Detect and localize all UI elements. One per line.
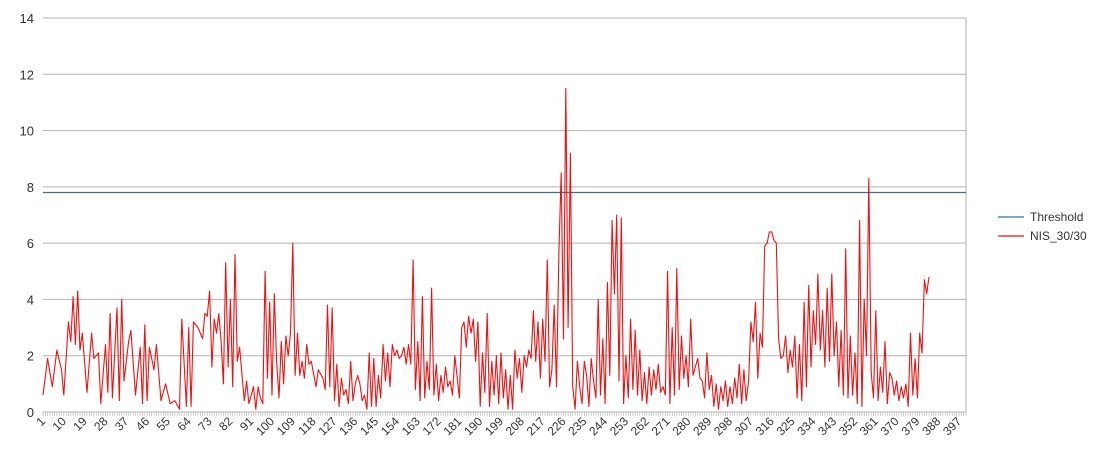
y-tick-label: 0 (27, 405, 34, 420)
x-tick-label: 271 (649, 414, 673, 438)
x-tick-label: 46 (133, 414, 153, 434)
y-tick-label: 2 (27, 349, 34, 364)
x-tick-label: 298 (711, 414, 735, 438)
x-axis (42, 411, 967, 416)
y-tick-label: 14 (20, 11, 34, 26)
x-tick-label: 397 (940, 414, 964, 438)
x-tick-label: 334 (794, 414, 818, 438)
x-tick-label: 100 (253, 414, 277, 438)
x-tick-label: 37 (112, 414, 132, 434)
y-axis-tick-labels: 0 2 4 6 8 10 12 14 (20, 11, 34, 420)
y-tick-label: 10 (20, 124, 34, 139)
x-axis-tick-labels: 1 10 19 28 37 46 55 64 73 82 911001091181271361451… (33, 414, 964, 438)
series-nis-line (42, 87, 930, 410)
x-tick-label: 145 (357, 414, 381, 438)
x-tick-label: 235 (565, 414, 589, 438)
x-tick-label: 199 (482, 414, 506, 438)
x-tick-label: 10 (50, 414, 70, 434)
x-tick-label: 208 (503, 414, 527, 438)
x-tick-label: 352 (836, 414, 860, 438)
x-tick-label: 379 (898, 414, 922, 438)
x-tick-label: 181 (440, 414, 464, 438)
x-tick-label: 1 (33, 414, 48, 429)
x-tick-label: 28 (91, 414, 111, 434)
x-tick-label: 172 (420, 414, 444, 438)
legend: Threshold NIS_30/30 (998, 210, 1087, 243)
x-tick-label: 109 (274, 414, 298, 438)
legend-label-threshold: Threshold (1030, 210, 1083, 224)
x-tick-label: 127 (316, 414, 340, 438)
x-tick-label: 73 (195, 414, 215, 434)
x-tick-label: 244 (586, 414, 610, 438)
x-tick-label: 289 (690, 414, 714, 438)
gridlines (43, 17, 967, 413)
x-tick-label: 91 (237, 414, 257, 434)
x-tick-label: 262 (628, 414, 652, 438)
x-tick-label: 19 (70, 414, 90, 434)
x-tick-label: 136 (336, 414, 360, 438)
x-tick-label: 190 (461, 414, 485, 438)
x-tick-label: 64 (175, 414, 195, 434)
y-tick-label: 4 (27, 292, 34, 307)
x-tick-label: 343 (815, 414, 839, 438)
x-tick-label: 316 (753, 414, 777, 438)
x-tick-label: 118 (295, 414, 319, 438)
x-tick-label: 361 (857, 414, 881, 438)
x-tick-label: 388 (919, 414, 943, 438)
x-tick-label: 163 (399, 414, 423, 438)
x-tick-label: 55 (154, 414, 174, 434)
x-tick-label: 154 (378, 414, 402, 438)
y-tick-label: 6 (27, 236, 34, 251)
x-tick-label: 217 (524, 414, 548, 438)
x-tick-label: 226 (545, 414, 569, 438)
x-tick-label: 280 (669, 414, 693, 438)
x-tick-label: 307 (732, 414, 756, 438)
y-tick-label: 12 (20, 67, 34, 82)
y-tick-label: 8 (27, 180, 34, 195)
x-tick-label: 325 (774, 414, 798, 438)
plot-series (42, 87, 966, 410)
x-tick-label: 370 (878, 414, 902, 438)
x-tick-label: 82 (216, 414, 236, 434)
legend-label-nis: NIS_30/30 (1030, 229, 1087, 243)
x-tick-label: 253 (607, 414, 631, 438)
